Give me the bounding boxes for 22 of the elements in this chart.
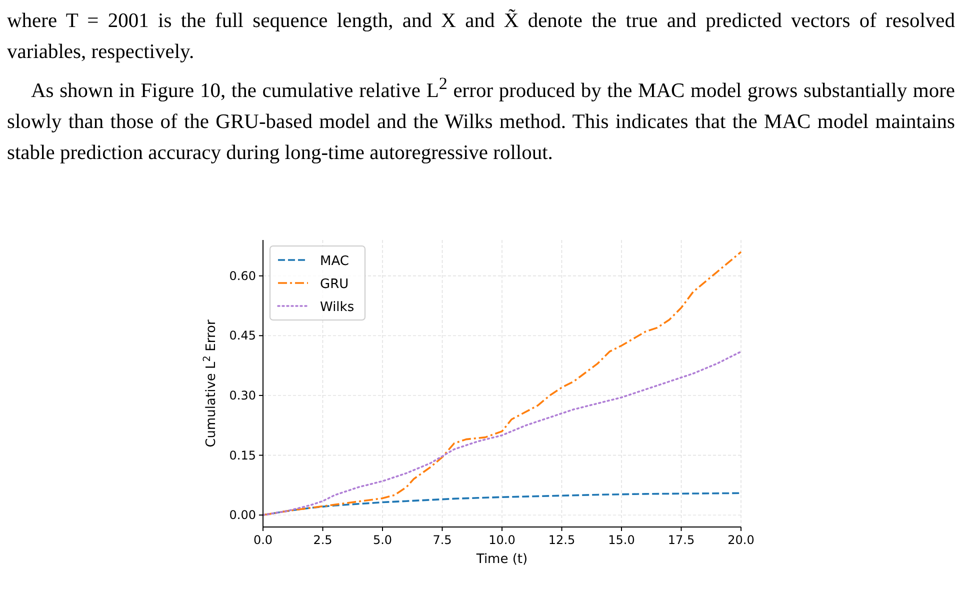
legend-label: Wilks [320,300,354,315]
x-tick-label: 20.0 [728,533,754,547]
text: where T = 2001 is the full sequence length, and X and X̃ denote the true and predicted vectors of resolved variables, respectively. [7,8,955,65]
x-tick-label: 2.5 [313,533,332,547]
y-tick-label: 0.45 [229,328,256,343]
x-tick-label: 5.0 [372,533,392,547]
legend-label: MAC [320,254,349,269]
y-tick-label: 0.15 [229,448,256,462]
x-tick-label: 0.0 [253,533,273,547]
x-tick-label: 17.5 [668,533,695,547]
x-tick-label: 12.5 [548,533,576,547]
legend-label: GRU [320,277,349,292]
x-axis-title: Time (t) [475,552,528,567]
y-tick-label: 0.60 [229,268,256,283]
x-tick-label: 7.5 [432,533,452,547]
text: As shown in Figure 10, the cumulative relative L$^{2}$ error produced by the MAC model grows substantially more slowly than those of the GRU-based model and the Wilks method. This indicates that the MAC model maintains stable prediction accuracy during long-time autoregressive rollout. [7,73,955,166]
line-series [262,350,742,516]
x-tick-label: 10.0 [488,533,516,547]
y-tick-label: 0.30 [229,388,256,402]
line-series [262,251,742,516]
x-tick-label: 15.0 [608,533,635,547]
y-tick-label: 0.00 [229,508,256,522]
